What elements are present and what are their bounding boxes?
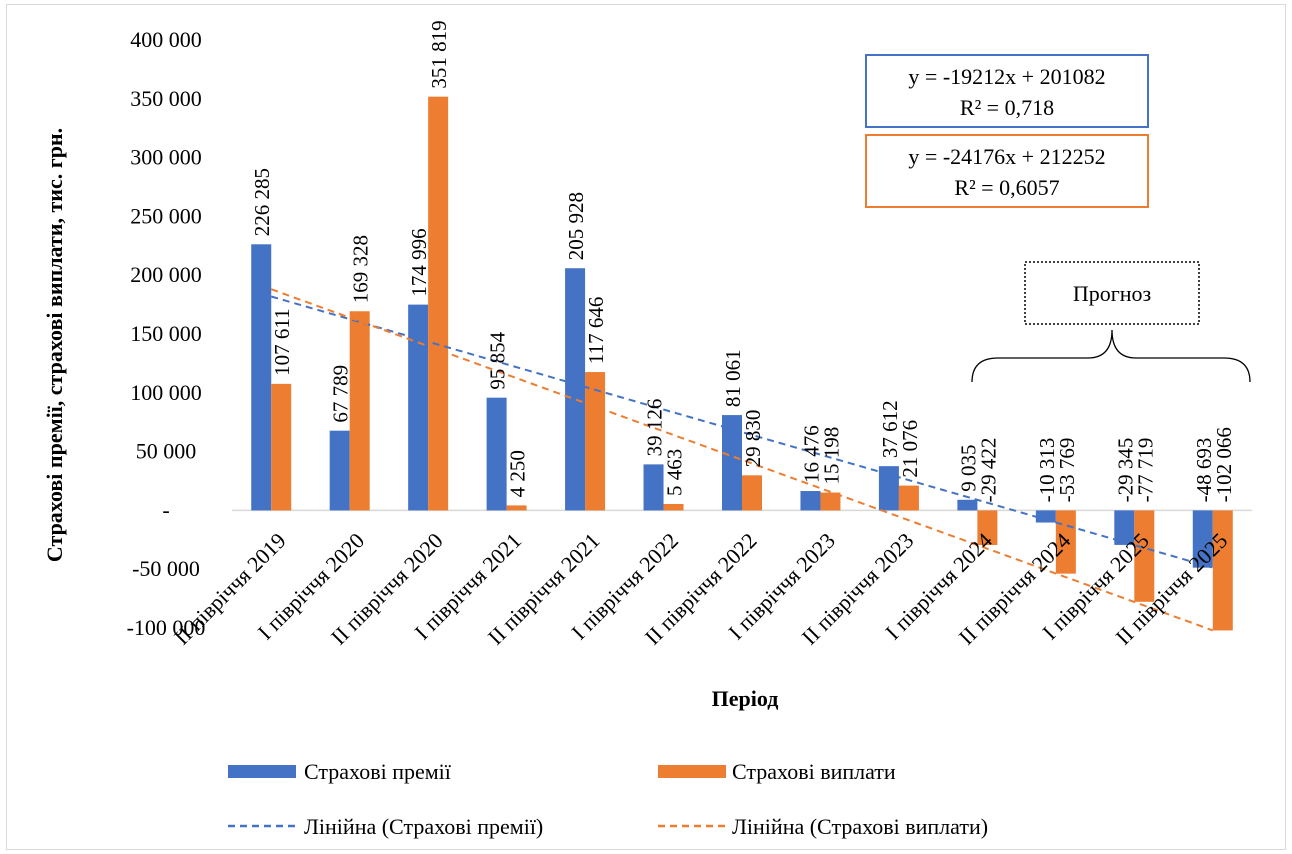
data-label-premiums: 37 612 xyxy=(878,400,902,458)
data-label-premiums: -10 313 xyxy=(1035,438,1059,503)
forecast-annotation: Прогноз xyxy=(971,261,1251,383)
y-tick-label: -50 000 xyxy=(132,556,200,581)
data-label-payouts: 351 819 xyxy=(427,20,451,88)
legend-label-trend-payouts: Лінійна (Страхові виплати) xyxy=(732,814,988,839)
bar-premiums xyxy=(1114,510,1135,545)
data-label-premiums: 67 789 xyxy=(329,365,353,423)
bar-premiums xyxy=(1192,510,1213,568)
data-label-premiums: 39 126 xyxy=(643,399,667,457)
data-label-payouts: 4 250 xyxy=(506,450,530,497)
data-label-payouts: -77 719 xyxy=(1133,438,1157,503)
data-label-premiums: 174 996 xyxy=(407,228,431,296)
equation-premiums: y = -19212x + 201082 xyxy=(908,64,1105,89)
trendline-equation-premiums: y = -19212x + 201082 R² = 0,718 xyxy=(865,54,1149,128)
data-label-payouts: 15 198 xyxy=(819,427,843,485)
data-label-premiums: 95 854 xyxy=(486,331,510,389)
data-label-payouts: 29 830 xyxy=(741,410,765,468)
bar-payouts xyxy=(428,96,449,511)
data-label-payouts: 169 328 xyxy=(349,235,373,303)
y-tick-label: 350 000 xyxy=(130,86,202,111)
y-tick-label: - xyxy=(162,497,169,522)
data-label-payouts: -53 769 xyxy=(1055,438,1079,503)
trendline-premiums xyxy=(270,295,1214,569)
legend-label-payouts: Страхові виплати xyxy=(732,759,896,784)
data-label-premiums: 205 928 xyxy=(564,192,588,260)
r2-premiums: R² = 0,718 xyxy=(960,95,1054,120)
bar-premiums xyxy=(251,244,272,511)
bar-payouts xyxy=(1134,510,1155,602)
x-axis-title: Період xyxy=(712,686,779,711)
data-label-premiums: -48 693 xyxy=(1192,438,1216,503)
bar-premiums xyxy=(800,491,821,511)
bar-premiums xyxy=(329,430,350,511)
bar-payouts xyxy=(820,492,841,511)
data-label-payouts: 5 463 xyxy=(663,449,687,496)
bar-premiums xyxy=(957,499,978,511)
data-label-premiums: 226 285 xyxy=(250,168,274,236)
legend-swatch-premiums xyxy=(228,765,296,778)
bar-payouts xyxy=(663,503,684,511)
bar-premiums xyxy=(408,304,429,511)
data-label-payouts: 21 076 xyxy=(898,420,922,478)
y-tick-label: 200 000 xyxy=(130,262,202,287)
data-label-payouts: -29 422 xyxy=(976,438,1000,503)
trendline-payouts xyxy=(270,288,1214,632)
legend-swatch-payouts xyxy=(658,765,726,778)
forecast-label: Прогноз xyxy=(1073,281,1151,306)
bar-payouts xyxy=(977,510,998,546)
y-tick-label: 250 000 xyxy=(130,203,202,228)
data-label-premiums: 9 035 xyxy=(956,445,980,492)
bar-payouts xyxy=(585,372,606,511)
forecast-brace xyxy=(971,329,1251,383)
bar-payouts xyxy=(1212,510,1233,631)
bar-premiums xyxy=(1035,510,1056,523)
r2-payouts: R² = 0,6057 xyxy=(954,175,1059,200)
data-label-payouts: 117 646 xyxy=(584,297,608,364)
y-tick-label: 100 000 xyxy=(130,380,202,405)
bar-premiums xyxy=(878,466,899,511)
legend: Страхові премії Страхові виплати Лінійна… xyxy=(228,759,988,839)
data-label-premiums: -29 345 xyxy=(1113,438,1137,503)
bar-premiums xyxy=(565,268,586,511)
y-axis-title: Страхові премії, страхові виплати, тис. … xyxy=(42,128,67,562)
data-label-premiums: 16 476 xyxy=(799,425,823,483)
equation-payouts: y = -24176x + 212252 xyxy=(908,144,1105,169)
y-tick-label: 300 000 xyxy=(130,145,202,170)
data-label-payouts: -102 066 xyxy=(1212,427,1236,502)
legend-label-trend-premiums: Лінійна (Страхові премії) xyxy=(304,814,543,839)
bar-payouts xyxy=(898,485,919,511)
legend-label-premiums: Страхові премії xyxy=(304,759,452,784)
bar-premiums xyxy=(722,415,742,511)
bar-premiums xyxy=(486,397,507,511)
bar-premiums xyxy=(643,464,664,511)
y-tick-label: 150 000 xyxy=(130,321,202,346)
y-tick-label: -100 000 xyxy=(127,615,206,640)
trendline-equation-payouts: y = -24176x + 212252 R² = 0,6057 xyxy=(865,134,1149,208)
bar-payouts xyxy=(349,311,370,511)
data-label-premiums: 81 061 xyxy=(721,349,745,407)
data-label-payouts: 107 611 xyxy=(270,308,294,375)
bar-payouts xyxy=(506,505,527,511)
y-tick-label: 50 000 xyxy=(136,439,197,464)
bar-payouts xyxy=(742,475,762,511)
y-tick-label: 400 000 xyxy=(130,27,202,52)
bar-payouts xyxy=(271,383,292,511)
